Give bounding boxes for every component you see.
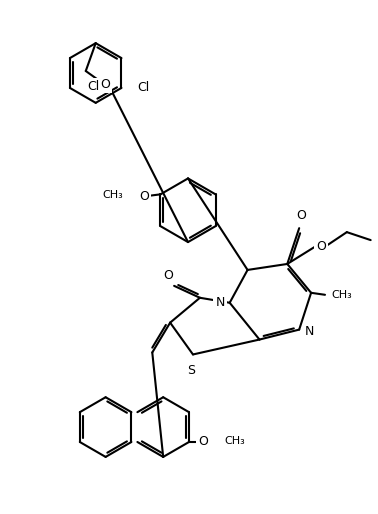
Text: S: S bbox=[187, 364, 195, 377]
Text: O: O bbox=[296, 209, 306, 222]
Text: O: O bbox=[198, 435, 208, 449]
Text: O: O bbox=[140, 190, 150, 203]
Text: O: O bbox=[101, 79, 110, 91]
Text: N: N bbox=[305, 325, 314, 338]
Text: O: O bbox=[316, 240, 326, 252]
Text: O: O bbox=[163, 269, 173, 282]
Text: N: N bbox=[215, 296, 225, 309]
Text: Cl: Cl bbox=[137, 81, 150, 95]
Text: CH₃: CH₃ bbox=[102, 190, 123, 200]
Text: Cl: Cl bbox=[88, 80, 100, 93]
Text: CH₃: CH₃ bbox=[225, 436, 245, 446]
Text: CH₃: CH₃ bbox=[331, 290, 352, 300]
